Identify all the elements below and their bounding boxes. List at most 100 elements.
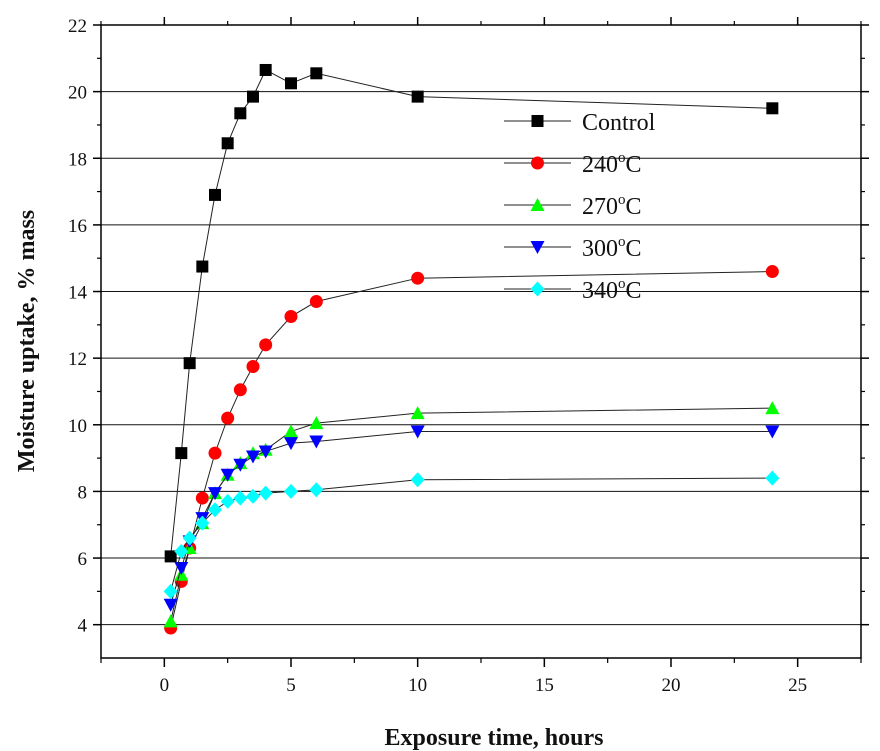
data-point-340 [208,502,222,518]
data-point-control [196,260,209,273]
plot-frame [100,24,862,659]
gridlines [101,91,861,626]
x-tick-label-10: 10 [408,675,427,696]
data-point-300 [258,445,273,459]
legend-label-240: 240oC [582,150,642,178]
data-point-340 [182,530,197,546]
data-point-240 [246,359,260,373]
legend-unit: C [626,278,642,304]
series-line-270 [170,407,773,622]
legend-label-text: 240 [582,152,618,178]
data-point-240 [411,271,425,285]
x-tick-label-15: 15 [535,675,554,696]
y-tick-label-14: 14 [68,283,88,304]
data-point-control [411,90,424,103]
data-point-control [164,550,177,563]
data-point-340 [410,472,425,488]
legend-label-270: 270oC [582,192,642,220]
data-point-control [310,67,323,80]
data-point-340 [246,488,260,504]
data-point-300 [246,450,260,464]
y-tick-label-4: 4 [78,616,88,637]
data-point-300 [233,458,248,472]
data-point-340 [195,515,210,531]
data-point-270 [163,614,178,628]
data-point-control [285,77,297,90]
data-point-240 [765,265,779,279]
series-240 [164,265,779,635]
data-point-300 [208,487,222,501]
legend-item-300: 300oC [504,234,642,262]
series-line-240 [170,271,773,629]
legend-item-240: 240oC [504,150,642,178]
legend-marker-300 [530,241,545,254]
data-point-300 [284,437,298,451]
data-point-300 [410,425,425,439]
x-tick-label-5: 5 [286,675,296,696]
data-point-control [234,107,247,120]
legend-label-text: 300 [582,236,618,262]
data-point-control [175,447,188,460]
data-point-240 [195,491,209,505]
data-point-240 [208,446,222,460]
series-300 [163,425,780,612]
legend-degree-mark: o [618,234,626,250]
x-tick-label-20: 20 [662,675,681,696]
data-point-240 [221,411,235,425]
data-point-control [209,188,221,201]
legend-label-control: Control [582,110,656,136]
legend-label-340: 340oC [582,276,642,304]
legend-item-340: 340oC [504,276,642,304]
data-point-270 [410,406,425,420]
x-axis-title: Exposure time, hours [385,725,604,751]
y-tick-label-22: 22 [68,16,87,37]
legend-label-text: Control [582,110,656,136]
data-point-240 [259,338,273,352]
data-point-300 [765,425,780,439]
data-point-300 [309,435,324,449]
y-tick-label-12: 12 [68,349,87,370]
data-point-340 [284,483,298,499]
data-point-340 [233,490,248,506]
legend-label-300: 300oC [582,234,642,262]
series-line-300 [170,430,773,605]
data-point-340 [765,470,780,486]
legend-item-270: 270oC [504,192,642,220]
data-point-270 [765,401,780,415]
data-point-270 [284,424,298,438]
y-tick-label-18: 18 [68,149,87,170]
y-tick-label-8: 8 [78,482,88,503]
legend-marker-240 [531,156,544,170]
legend-degree-mark: o [618,276,626,292]
legend-unit: C [626,236,642,262]
x-tick-label-25: 25 [788,675,807,696]
data-point-340 [174,543,189,559]
data-point-340 [163,583,178,599]
data-point-240 [233,383,247,397]
y-axis-title: Moisture uptake, % mass [14,210,40,472]
y-tick-label-10: 10 [68,416,87,437]
legend-degree-mark: o [618,150,626,166]
series-270 [163,401,780,628]
legend-degree-mark: o [618,192,626,208]
series-340 [163,470,780,599]
data-point-control [183,357,196,370]
data-point-300 [163,598,178,612]
data-point-270 [309,416,324,430]
y-tick-label-16: 16 [68,216,87,237]
legend-item-control: Control [504,110,656,136]
data-point-control [247,90,259,103]
x-tick-label-0: 0 [160,675,170,696]
legend-marker-control [531,115,544,127]
data-point-240 [309,295,323,309]
legend-marker-340 [530,281,545,297]
y-tick-label-6: 6 [78,549,88,570]
legend-label-text: 340 [582,278,618,304]
y-tick-label-20: 20 [68,83,87,104]
data-point-control [259,63,272,76]
data-series [163,63,780,635]
series-line-control [170,69,773,557]
series-control [164,63,779,563]
axis-ticks: 4 6 8 10 12 14 16 18 20 22 0 5 10 15 20 25 [68,16,869,696]
legend-unit: C [626,152,642,178]
